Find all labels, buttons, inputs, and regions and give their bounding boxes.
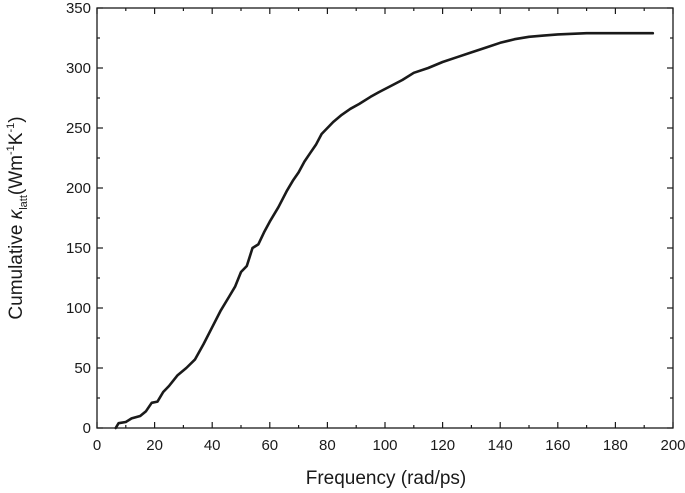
x-tick-label: 180 xyxy=(603,437,628,454)
plot-border xyxy=(96,7,674,429)
x-tick-label: 20 xyxy=(146,437,163,454)
x-tick-label: 40 xyxy=(204,437,221,454)
y-axis-title-prefix: Cumulative xyxy=(6,219,27,319)
y-axis-title: Cumulative κlatt(Wm-1K-1) xyxy=(5,116,30,319)
y-axis-title-unit-close: ) xyxy=(6,116,27,122)
y-tick-label: 100 xyxy=(66,300,91,317)
y-tick-label: 0 xyxy=(83,420,91,437)
plot-frame xyxy=(96,7,674,429)
y-axis-title-unit-mid: K xyxy=(6,132,27,145)
y-axis-title-unit-open: (Wm xyxy=(6,155,27,195)
series-line xyxy=(114,31,655,430)
x-tick-label: 60 xyxy=(261,437,278,454)
y-tick-label: 300 xyxy=(66,60,91,77)
y-tick-label: 200 xyxy=(66,180,91,197)
x-tick-label: 80 xyxy=(319,437,336,454)
x-tick-label: 0 xyxy=(93,437,101,454)
series-layer xyxy=(114,31,655,430)
x-tick-label: 100 xyxy=(372,437,397,454)
y-tick-label: 250 xyxy=(66,120,91,137)
x-axis-ticks: 0 20 40 60 80 100 120 140 160 180 200 xyxy=(93,8,685,454)
x-axis-title: Frequency (rad/ps) xyxy=(306,468,467,489)
x-tick-label: 160 xyxy=(545,437,570,454)
y-axis-title-unit-exp1: -1 xyxy=(5,145,17,155)
x-tick-label: 200 xyxy=(660,437,685,454)
y-axis-title-unit-exp2: -1 xyxy=(5,123,17,133)
y-tick-label: 150 xyxy=(66,240,91,257)
x-tick-label: 140 xyxy=(488,437,513,454)
y-axis-ticks: 0 50 100 150 200 250 300 350 xyxy=(66,0,673,437)
y-axis-title-symbol: κ xyxy=(6,208,27,219)
y-tick-label: 50 xyxy=(74,360,91,377)
x-tick-label: 120 xyxy=(430,437,455,454)
y-tick-label: 350 xyxy=(66,0,91,17)
y-axis-title-subscript: latt xyxy=(18,195,30,210)
